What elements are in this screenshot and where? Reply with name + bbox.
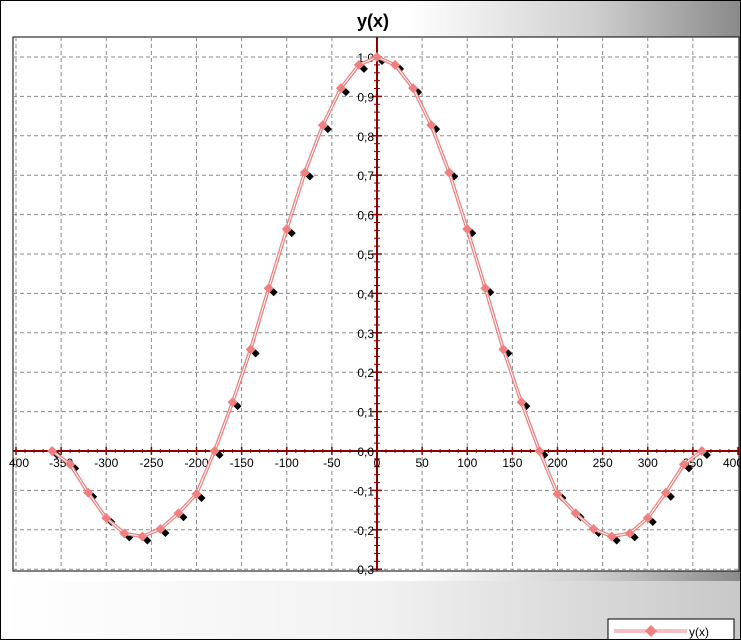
y-tick-label: 0,1 xyxy=(357,406,374,420)
legend-label: y(x) xyxy=(689,625,709,639)
data-point xyxy=(47,446,58,456)
data-point xyxy=(552,488,563,499)
legend-marker xyxy=(645,625,657,637)
x-tick-label: 400 xyxy=(9,456,29,470)
x-tick-label: 400 xyxy=(723,456,740,470)
chart-title: y(x) xyxy=(357,11,389,31)
x-tick-label: 100 xyxy=(457,456,477,470)
y-tick-label: 0,5 xyxy=(357,248,374,262)
data-point xyxy=(462,224,473,235)
data-point xyxy=(534,446,545,456)
data-point xyxy=(642,512,653,523)
data-point xyxy=(83,487,94,498)
data-point xyxy=(390,59,401,70)
data-point xyxy=(65,459,76,470)
data-point xyxy=(516,397,527,408)
data-point xyxy=(173,508,184,519)
y-tick-label: -0,2 xyxy=(353,524,374,538)
data-point xyxy=(606,531,617,542)
data-point xyxy=(137,531,148,542)
x-tick-label: 200 xyxy=(547,456,567,470)
data-point xyxy=(426,120,437,131)
y-tick-label: 0,8 xyxy=(357,130,374,144)
y-tick-label: 0,3 xyxy=(357,327,374,341)
legend: y(x) xyxy=(607,618,735,639)
data-point xyxy=(281,224,292,235)
data-point xyxy=(299,167,310,178)
x-tick-label: -100 xyxy=(275,456,299,470)
y-tick-label: 0,6 xyxy=(357,209,374,223)
y-axis-tick-labels: -0,3 -0,2 -0,1 0,0 0,1 0,2 0,3 0,4 0,5 0,6 0,7 0,8 0… xyxy=(353,51,374,577)
y-tick-label: 0,9 xyxy=(357,90,374,104)
y-tick-label: 0,2 xyxy=(357,366,374,380)
data-point xyxy=(227,397,238,408)
x-axis-tick-labels: 400 -350 -300 -250 -200 -150 -100 -50 0 50 100 150 2… xyxy=(9,456,740,470)
data-point xyxy=(408,83,419,94)
data-point xyxy=(624,528,635,539)
x-tick-label: -50 xyxy=(323,456,341,470)
y-tick-label: 0,4 xyxy=(357,287,374,301)
x-tick-label: -150 xyxy=(230,456,254,470)
shadow-point xyxy=(359,64,368,73)
legend-box xyxy=(607,618,735,639)
data-point xyxy=(335,83,346,94)
data-point xyxy=(696,446,707,456)
data-point xyxy=(209,446,220,456)
data-point xyxy=(372,52,382,62)
y-tick-label: -0,1 xyxy=(353,484,374,498)
data-point xyxy=(263,283,274,294)
data-point xyxy=(119,528,130,539)
x-tick-label: 50 xyxy=(415,456,429,470)
data-point xyxy=(588,524,599,535)
x-tick-label: -300 xyxy=(94,456,118,470)
y-tick-label: 0,7 xyxy=(357,169,374,183)
y-tick-label: 0,0 xyxy=(357,445,374,459)
data-point xyxy=(245,344,256,355)
x-tick-label: 0 xyxy=(374,456,381,470)
data-point xyxy=(678,459,689,470)
data-point xyxy=(353,59,364,70)
data-point xyxy=(498,344,509,355)
data-point xyxy=(444,167,455,178)
series-points xyxy=(47,52,707,542)
data-point xyxy=(570,508,581,519)
data-point xyxy=(191,488,202,499)
data-point xyxy=(660,487,671,498)
x-tick-label: 300 xyxy=(638,456,658,470)
data-point xyxy=(317,120,328,131)
x-tick-label: -200 xyxy=(184,456,208,470)
data-point xyxy=(480,283,491,294)
data-point xyxy=(155,524,166,535)
y-tick-label: -0,3 xyxy=(353,563,374,577)
x-tick-label: 150 xyxy=(502,456,522,470)
x-tick-label: 250 xyxy=(593,456,613,470)
axes xyxy=(13,37,739,571)
x-tick-label: -250 xyxy=(139,456,163,470)
data-point xyxy=(101,512,112,523)
grid-lines xyxy=(13,37,739,571)
